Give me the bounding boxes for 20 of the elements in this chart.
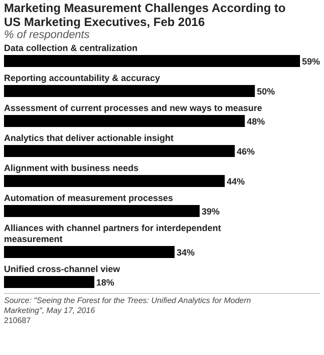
data-label: 46%: [236, 146, 255, 156]
data-label: 48%: [246, 116, 265, 126]
y-tick-label: Unified cross-channel view: [4, 264, 122, 274]
text: 210687: [4, 316, 32, 325]
chart-subtitle: % of respondents: [4, 29, 90, 41]
data-label: 50%: [256, 86, 275, 96]
y-tick-label: Analytics that deliver actionable insight: [4, 133, 174, 143]
data-label: 39%: [202, 206, 220, 216]
y-tick-label: Assessment of current processes and new ways to measure: [4, 103, 262, 113]
y-tick-label: Alignment with business needs: [4, 163, 139, 173]
source-note: Source: "Seeing the Forest for the Trees: Unified Analytics for Modern Marketing", May 17, 2016: [4, 296, 252, 315]
y-tick-label: Reporting accountability & accuracy: [4, 73, 160, 83]
y-tick-label: Alliances with channel partners for interdependent measurement: [4, 223, 222, 244]
y-tick-label: Data collection & centralization: [4, 43, 138, 53]
data-label: 34%: [176, 248, 195, 258]
data-label: 59%: [302, 56, 320, 66]
data-label: 44%: [226, 176, 245, 186]
y-tick-label: Automation of measurement processes: [4, 193, 174, 203]
data-label: 18%: [96, 278, 114, 288]
chart-title: Marketing Measurement Challenges According to US Marketing Executives, Feb 2016: [4, 1, 286, 29]
